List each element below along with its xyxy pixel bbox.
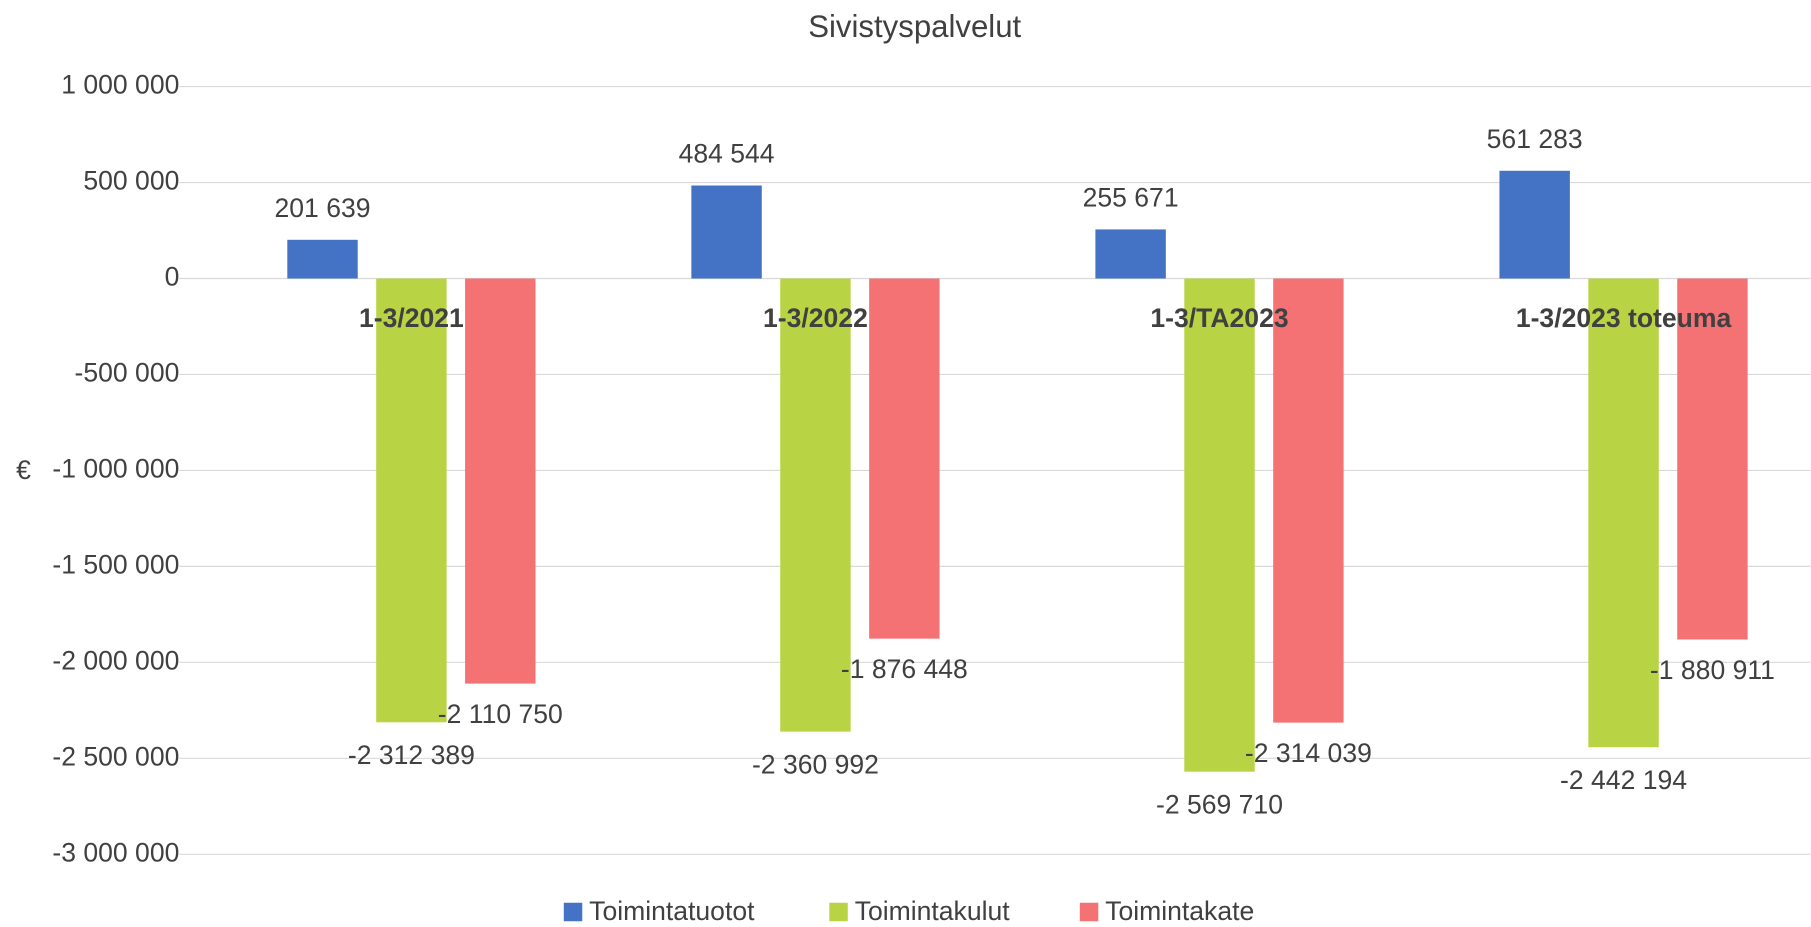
bar (1095, 229, 1166, 279)
data-label: -2 314 039 (1245, 738, 1372, 768)
y-tick-label: -500 000 (75, 357, 180, 387)
data-label: -2 312 389 (348, 740, 475, 770)
data-label: 484 544 (679, 139, 775, 169)
legend-swatch (829, 902, 848, 922)
bar (376, 278, 447, 723)
legend-swatch (1079, 902, 1099, 922)
chart-title: Sivistyspalvelut (808, 9, 1021, 44)
x-tick-label: 1-3/TA2023 (1150, 303, 1288, 333)
y-tick-label: 500 000 (83, 166, 179, 196)
bar (1184, 278, 1255, 772)
bar (1588, 278, 1659, 748)
data-label: -2 442 194 (1560, 765, 1687, 795)
bar (1677, 278, 1748, 640)
y-tick-label: -1 500 000 (52, 549, 179, 579)
data-label: 201 639 (275, 193, 371, 223)
y-tick-label: -3 000 000 (52, 837, 179, 867)
y-tick-label: 1 000 000 (61, 70, 179, 100)
bar (869, 278, 940, 639)
legend-swatch (563, 902, 583, 922)
bar (287, 239, 358, 279)
data-label: -2 110 750 (438, 699, 563, 729)
bar (691, 185, 762, 279)
x-tick-label: 1-3/2021 (359, 303, 464, 333)
data-label: -2 569 710 (1156, 789, 1283, 819)
bar (1273, 278, 1344, 723)
y-tick-label: -2 500 000 (52, 741, 179, 771)
data-label: -1 876 448 (841, 654, 968, 684)
bar (1499, 170, 1570, 279)
data-label: -2 360 992 (752, 749, 879, 779)
y-tick-label: 0 (165, 262, 180, 292)
legend-label: Toimintakate (1105, 896, 1254, 926)
y-tick-label: -1 000 000 (52, 453, 179, 483)
legend-label: Toimintatuotot (589, 896, 755, 926)
data-label: 255 671 (1083, 182, 1179, 212)
y-axis-label: € (16, 455, 31, 485)
bar (780, 278, 851, 732)
y-tick-label: -2 000 000 (52, 645, 179, 675)
data-label: -1 880 911 (1650, 655, 1775, 685)
x-tick-label: 1-3/2023 toteuma (1516, 303, 1732, 333)
bar (465, 278, 536, 684)
data-label: 561 283 (1487, 124, 1583, 154)
x-tick-label: 1-3/2022 (763, 303, 868, 333)
legend-label: Toimintakulut (855, 896, 1011, 926)
